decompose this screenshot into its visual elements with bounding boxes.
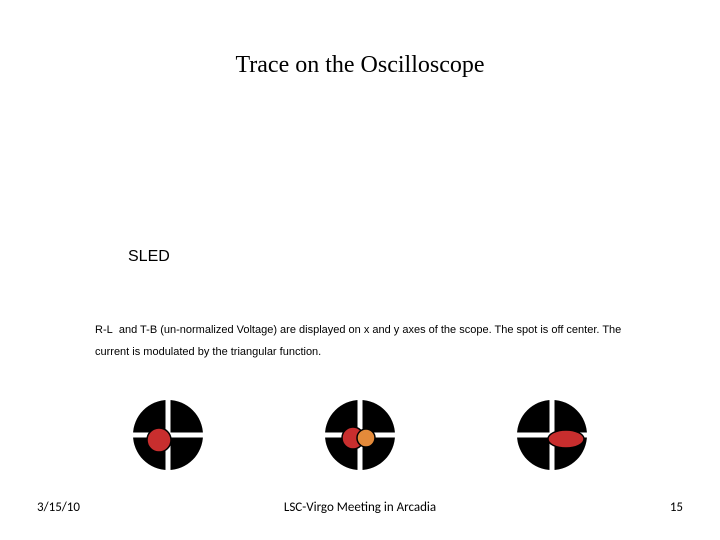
sled-label: SLED: [128, 248, 170, 266]
body-paragraph: R-L and T-B (un-normalized Voltage) are …: [95, 319, 635, 363]
slide-title: Trace on the Oscilloscope: [0, 52, 720, 79]
scope-1-svg: [131, 398, 205, 472]
scope-2: [323, 398, 397, 472]
scope-2-svg: [323, 398, 397, 472]
slide-footer: 3/15/10 LSC-Virgo Meeting in Arcadia 15: [0, 500, 720, 518]
scope-3: [515, 398, 589, 472]
footer-page-number: 15: [670, 500, 683, 515]
scope-3-svg: [515, 398, 589, 472]
scope-row: [0, 398, 720, 472]
scope-1: [131, 398, 205, 472]
footer-meeting: LSC-Virgo Meeting in Arcadia: [0, 500, 720, 515]
